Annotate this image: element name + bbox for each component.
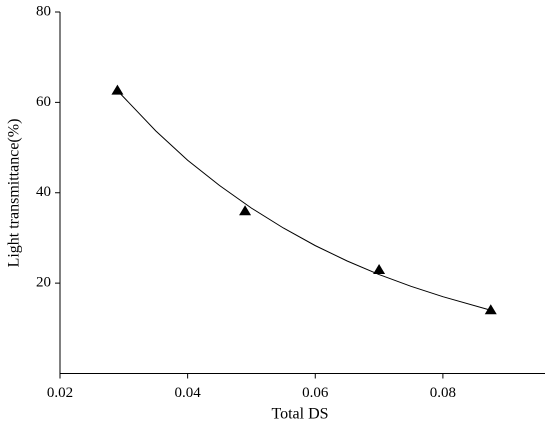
x-axis-label: Total DS [271, 406, 328, 423]
x-tick-label: 0.02 [47, 385, 73, 401]
y-tick-label: 60 [36, 94, 51, 110]
point [373, 264, 386, 275]
point [239, 205, 252, 216]
x-tick-label: 0.04 [175, 385, 202, 401]
y-tick-label: 40 [36, 184, 51, 200]
x-tick-label: 0.08 [430, 385, 456, 401]
y-axis-label: Light transmittance(%) [6, 119, 23, 268]
x-tick-label: 0.06 [302, 385, 329, 401]
y-tick-label: 80 [36, 3, 51, 19]
fit-curve [117, 90, 491, 311]
y-tick-label: 20 [36, 275, 51, 291]
point [484, 304, 497, 315]
point [111, 84, 124, 95]
